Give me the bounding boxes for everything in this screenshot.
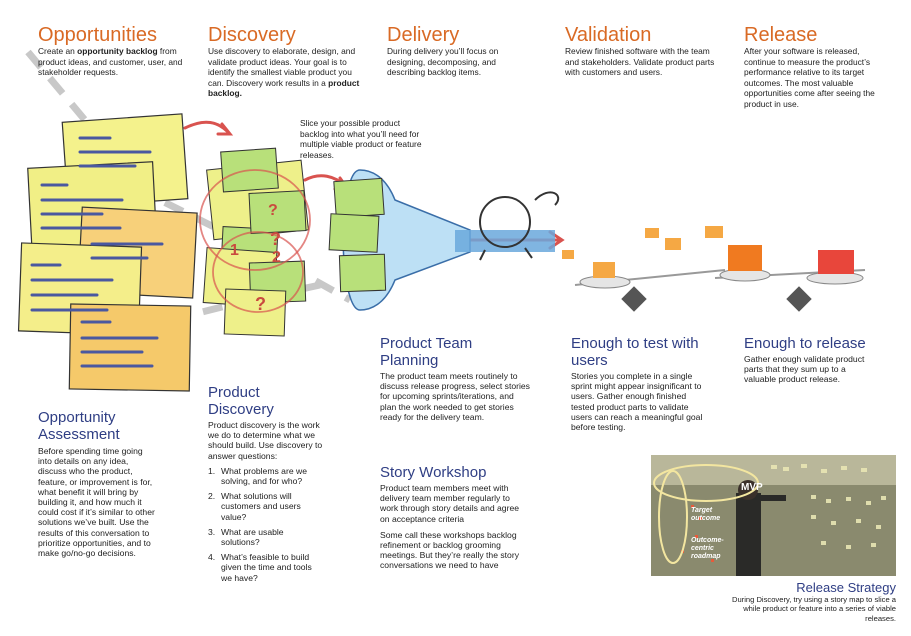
text-part: Use discovery to elaborate, design, and …: [208, 46, 356, 88]
slice-note: Slice your possible product backlog into…: [300, 118, 422, 160]
question-list: 1. What problems are we solving, and for …: [208, 466, 324, 583]
section-body: During Discovery, try using a story map …: [731, 595, 896, 623]
section-body: Before spending time going into details …: [38, 446, 155, 559]
opportunity-assessment: Opportunity Assessment Before spending t…: [38, 409, 156, 558]
stage-validation: Validation Review finished software with…: [565, 24, 715, 78]
stage-title: Opportunities: [38, 24, 157, 46]
photo-label-mvp: MVP: [741, 482, 763, 493]
question-text: What problems are we solving, and for wh…: [221, 465, 307, 487]
text-part: from product ideas, and customer, user, …: [38, 46, 183, 78]
delivery-funnel: [328, 169, 555, 311]
svg-text:?: ?: [270, 229, 281, 249]
question-text: What’s feasible to build given the time …: [221, 552, 312, 583]
stage-delivery: Delivery During delivery you’ll focus on…: [387, 24, 527, 78]
release-strategy: Release Strategy During Discovery, try u…: [724, 580, 896, 623]
question-number: 3.: [208, 526, 216, 537]
photo-label-roadmap: Outcome-centric roadmap: [691, 537, 724, 560]
section-body: The product team meets routinely to disc…: [380, 371, 530, 422]
stage-discovery: Discovery Use discovery to elaborate, de…: [208, 24, 368, 99]
enough-to-release: Enough to release Gather enough validate…: [744, 335, 874, 385]
iteration-loop: [479, 191, 560, 261]
section-title: Opportunity Assessment: [38, 409, 120, 443]
question-item: 3. What are usable solutions?: [208, 527, 324, 547]
question-number: 1.: [208, 465, 216, 476]
question-item: 4. What’s feasible to build given the tim…: [208, 552, 324, 583]
story-map-photo: MVP Target outcome Outcome-centric roadm…: [651, 455, 896, 576]
story-workshop: Story Workshop Product team members meet…: [380, 464, 530, 571]
stage-description: Review finished software with the team a…: [565, 46, 715, 78]
stage-description: Use discovery to elaborate, design, and …: [208, 46, 368, 99]
section-body: Stories you complete in a single sprint …: [571, 371, 703, 433]
section-title: Product Discovery: [208, 384, 274, 418]
stage-description: During delivery you’ll focus on designin…: [387, 46, 499, 78]
section-body: Product team members meet with delivery …: [380, 483, 520, 524]
question-number: 2.: [208, 491, 216, 502]
stage-title: Discovery: [208, 24, 296, 46]
section-body: Product discovery is the work we do to d…: [208, 420, 323, 461]
stage-opportunities: Opportunities Create an opportunity back…: [38, 24, 198, 78]
question-text: What solutions will customers and users …: [221, 491, 301, 522]
svg-text:?: ?: [268, 202, 278, 219]
question-number: 4.: [208, 552, 216, 563]
section-title: Enough to release: [744, 335, 866, 352]
stage-title: Release: [744, 24, 818, 46]
question-item: 2. What solutions will customers and user…: [208, 491, 324, 522]
release-scale: [665, 238, 866, 312]
photo-label-target: Target outcome: [691, 507, 721, 522]
product-team-planning: Product Team Planning The product team m…: [380, 335, 530, 422]
section-title: Product Team Planning: [380, 335, 473, 369]
svg-text:?: ?: [255, 294, 266, 314]
stage-release: Release After your software is released,…: [744, 24, 892, 110]
question-item: 1. What problems are we solving, and for …: [208, 466, 324, 486]
section-title: Release Strategy: [796, 580, 896, 595]
stage-description: Create an opportunity backlog from produ…: [38, 46, 198, 78]
question-text: What are usable solutions?: [221, 526, 284, 548]
validation-scale: [562, 226, 726, 312]
text-bold: opportunity backlog: [77, 46, 158, 56]
svg-text:1: 1: [230, 242, 239, 259]
section-title: Story Workshop: [380, 464, 487, 481]
section-title: Enough to test with users: [571, 335, 699, 369]
enough-to-test: Enough to test with users Stories you co…: [571, 335, 711, 432]
product-discovery: Product Discovery Product discovery is t…: [208, 384, 324, 583]
section-body: Gather enough validate product parts tha…: [744, 354, 865, 385]
text-part: Create an: [38, 46, 78, 56]
section-body-2: Some call these workshops backlog refine…: [380, 529, 519, 571]
discovery-notes: ? ? ? 1 2: [199, 147, 311, 337]
stage-title: Validation: [565, 24, 652, 46]
text-bold: product backlog.: [208, 77, 360, 99]
opportunity-notes: [17, 113, 198, 392]
svg-text:2: 2: [272, 249, 281, 266]
stage-title: Delivery: [387, 24, 460, 46]
stage-description: After your software is released, continu…: [744, 46, 875, 109]
photo-illustration: [651, 455, 896, 576]
